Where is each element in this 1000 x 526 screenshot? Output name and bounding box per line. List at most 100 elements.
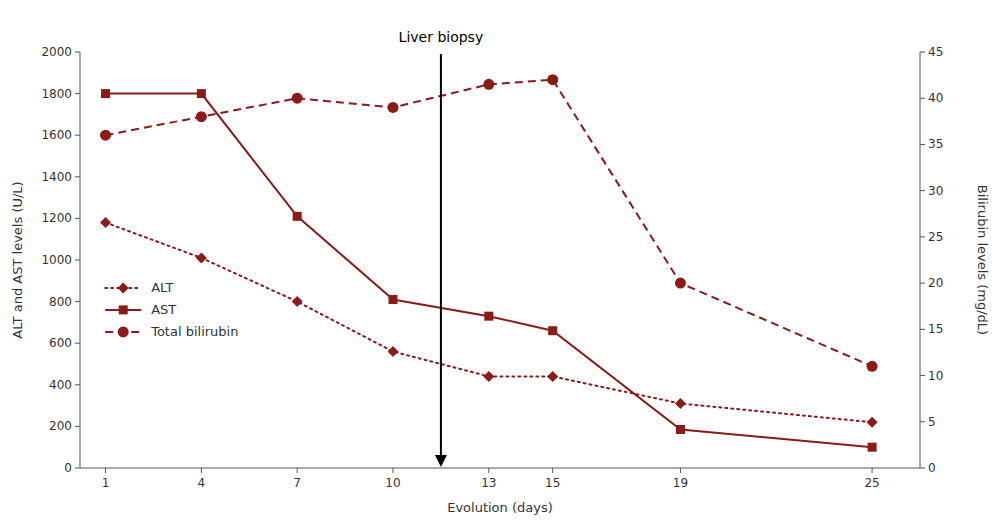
legend-marker — [118, 282, 129, 293]
plot-marks — [100, 74, 878, 451]
x-tick-label: 10 — [385, 476, 400, 490]
data-point — [196, 252, 207, 263]
y-tick — [75, 176, 80, 177]
legend-label: AST — [151, 302, 176, 317]
data-point — [293, 212, 302, 221]
y-tick-label: 400 — [49, 378, 72, 392]
data-point — [867, 361, 878, 372]
y2-tick — [920, 98, 925, 99]
legend: ALT AST Total bilirubin — [105, 280, 238, 339]
y-tick-label: 1600 — [41, 128, 72, 142]
y-tick-label: 800 — [49, 295, 72, 309]
y2-tick — [920, 144, 925, 145]
data-point — [292, 296, 303, 307]
x-tick-label: 19 — [673, 476, 688, 490]
y-tick-label: 1400 — [41, 170, 72, 184]
annotations: Liver biopsy — [399, 29, 484, 467]
data-point — [675, 398, 686, 409]
x-tick-label: 25 — [864, 476, 879, 490]
x-tick-label: 4 — [198, 476, 206, 490]
x-tick — [105, 468, 106, 473]
x-tick — [872, 468, 873, 473]
y-tick-label: 600 — [49, 336, 72, 350]
annotation-label: Liver biopsy — [399, 29, 484, 45]
y2-tick — [920, 236, 925, 237]
x-tick — [393, 468, 394, 473]
x-tick — [201, 468, 202, 473]
y2-tick — [920, 468, 925, 469]
y2-tick — [920, 329, 925, 330]
x-tick — [488, 468, 489, 473]
y2-tick-label: 35 — [928, 137, 943, 151]
data-point — [548, 326, 557, 335]
y-tick — [75, 384, 80, 385]
chart: 1471013151925020040060080010001200140016… — [0, 0, 1000, 526]
y2-tick-label: 5 — [928, 415, 936, 429]
data-point — [868, 443, 877, 452]
y2-axis-line — [920, 52, 921, 468]
series — [100, 74, 878, 372]
y2-tick — [920, 52, 925, 53]
y-tick-label: 1800 — [41, 87, 72, 101]
x-tick-label: 13 — [481, 476, 496, 490]
y-tick — [75, 218, 80, 219]
y2-tick-label: 45 — [928, 45, 943, 59]
series-line — [106, 223, 873, 423]
data-point — [196, 111, 207, 122]
data-point — [867, 417, 878, 428]
y2-tick — [920, 375, 925, 376]
y2-tick-label: 25 — [928, 230, 943, 244]
x-tick — [297, 468, 298, 473]
legend-label: Total bilirubin — [150, 324, 238, 339]
series — [100, 217, 878, 428]
y-tick — [75, 93, 80, 94]
series-line — [106, 94, 873, 448]
y-tick-label: 200 — [49, 419, 72, 433]
y2-tick-label: 20 — [928, 276, 943, 290]
data-point — [100, 130, 111, 141]
legend-marker — [118, 326, 129, 337]
data-point — [388, 346, 399, 357]
y-tick — [75, 52, 80, 53]
data-point — [547, 74, 558, 85]
y-axis-label: ALT and AST levels (U/L) — [10, 181, 25, 338]
y2-tick-label: 15 — [928, 322, 943, 336]
y-tick — [75, 468, 80, 469]
y2-tick — [920, 283, 925, 284]
y-tick — [75, 301, 80, 302]
annotation-arrow — [440, 54, 442, 457]
y-tick — [75, 426, 80, 427]
y2-tick-label: 40 — [928, 91, 943, 105]
data-point — [389, 295, 398, 304]
x-axis-line — [80, 468, 920, 469]
data-point — [101, 89, 110, 98]
y-tick-label: 1000 — [41, 253, 72, 267]
annotation-arrowhead — [435, 455, 447, 467]
x-tick-label: 1 — [102, 476, 110, 490]
x-tick — [680, 468, 681, 473]
y2-axis-label: Bilirubin levels (mg/dL) — [975, 185, 990, 335]
y2-tick — [920, 421, 925, 422]
data-point — [388, 102, 399, 113]
page: {"chart_data": { "type": "line", "x": [1… — [0, 0, 1000, 526]
data-point — [100, 217, 111, 228]
x-tick — [552, 468, 553, 473]
series-line — [106, 80, 873, 367]
y-tick — [75, 135, 80, 136]
data-point — [483, 79, 494, 90]
y-tick-label: 0 — [64, 461, 72, 475]
y-tick — [75, 343, 80, 344]
y2-tick-label: 10 — [928, 369, 943, 383]
data-point — [197, 89, 206, 98]
data-point — [547, 371, 558, 382]
y-tick — [75, 260, 80, 261]
y2-tick-label: 30 — [928, 184, 943, 198]
x-tick-label: 7 — [293, 476, 301, 490]
data-point — [676, 425, 685, 434]
legend-label: ALT — [151, 280, 173, 295]
y2-tick — [920, 190, 925, 191]
legend-marker — [119, 305, 128, 314]
series — [101, 89, 877, 452]
y2-tick-label: 0 — [928, 461, 936, 475]
x-axis-label: Evolution (days) — [447, 500, 553, 515]
